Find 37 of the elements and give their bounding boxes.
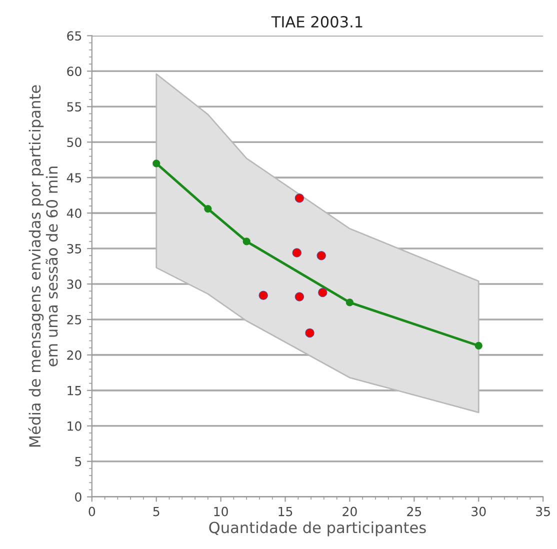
y-tick-label: 25: [67, 314, 82, 324]
point: [474, 342, 482, 350]
chart-title: TIAE 2003.1: [271, 16, 362, 28]
point: [242, 238, 250, 246]
y-axis-title: Média de mensagens enviadas por participante em uma sessão de 60 min: [28, 85, 58, 447]
y-tick-label: 10: [68, 421, 82, 431]
x-tick-label: 35: [536, 506, 550, 516]
point: [305, 328, 314, 338]
x-tick-label: 25: [407, 506, 422, 516]
y-tick-label: 60: [67, 66, 82, 76]
point: [294, 292, 304, 302]
y-tick-label: 55: [67, 102, 82, 112]
y-tick-label: 35: [67, 244, 82, 254]
x-tick-label: 10: [214, 506, 228, 516]
x-tick-label: 30: [472, 506, 486, 516]
y-tick-label: 0: [75, 492, 82, 502]
y-tick-label: 40: [66, 208, 82, 218]
y-tick-label: 30: [67, 279, 82, 289]
y-tick-label: 65: [67, 31, 82, 41]
point: [318, 288, 328, 298]
point: [346, 298, 354, 306]
point: [152, 160, 160, 168]
x-axis-title: Quantidade de participantes: [209, 521, 426, 536]
y-tick-label: 20: [67, 350, 82, 360]
point: [294, 194, 304, 203]
point: [258, 290, 268, 300]
x-tick-label: 5: [153, 506, 160, 516]
y-tick-label: 50: [67, 138, 82, 148]
x-tick-label: 15: [278, 506, 292, 516]
x-tick-label: 20: [342, 506, 357, 516]
point: [316, 250, 326, 260]
x-tick-label: 0: [88, 506, 96, 516]
point: [292, 248, 302, 258]
y-tick-label: 5: [75, 457, 82, 466]
y-tick-label: 45: [66, 173, 82, 183]
y-tick-label: 15: [68, 386, 82, 396]
point: [204, 204, 212, 213]
